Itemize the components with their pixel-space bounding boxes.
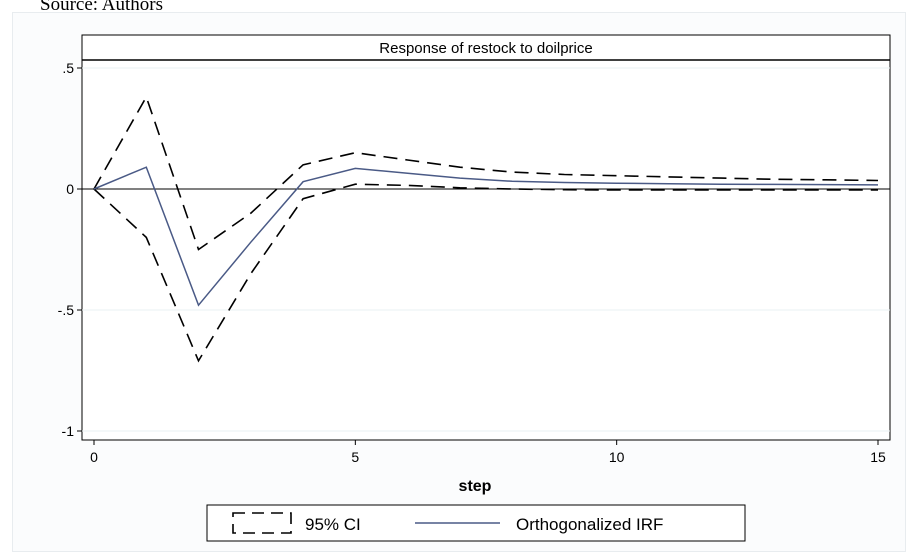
y-tick-label-3: -1 bbox=[62, 423, 75, 439]
x-tick-label-0: 0 bbox=[90, 449, 98, 465]
legend-ci-label: 95% CI bbox=[305, 515, 361, 534]
y-tick-label-1: 0 bbox=[66, 181, 74, 197]
series-line-irf bbox=[93, 166, 879, 307]
x-tick-label-3: 15 bbox=[870, 449, 886, 465]
source-caption: Source: Authors bbox=[40, 0, 163, 15]
legend-ci-swatch bbox=[232, 512, 292, 534]
axes-layer: .5 0 -.5 -1 0 5 10 15 step bbox=[58, 60, 890, 495]
y-tick-label-0: .5 bbox=[62, 60, 74, 76]
grid-layer bbox=[81, 34, 891, 441]
plot-area bbox=[81, 34, 891, 441]
legend-layer: 95% CI Orthogonalized IRF bbox=[206, 504, 746, 542]
series-layer bbox=[93, 95, 879, 363]
title-layer: Response of restock to doilprice bbox=[82, 40, 890, 61]
x-axis-label: step bbox=[459, 478, 492, 495]
series-line-upper bbox=[93, 95, 879, 251]
series-line-lower bbox=[93, 183, 878, 363]
x-tick-label-1: 5 bbox=[351, 449, 359, 465]
legend-irf-label: Orthogonalized IRF bbox=[516, 515, 663, 534]
x-tick-label-2: 10 bbox=[609, 449, 625, 465]
chart-title: Response of restock to doilprice bbox=[379, 40, 592, 57]
y-tick-label-2: -.5 bbox=[58, 302, 75, 318]
